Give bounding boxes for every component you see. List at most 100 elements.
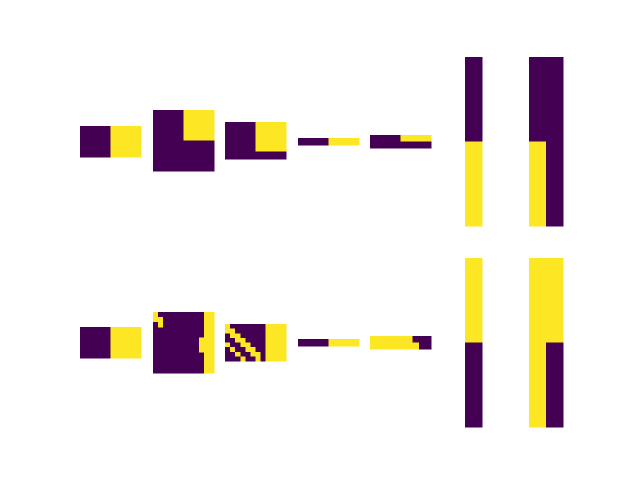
heatmap-cell [198, 337, 205, 343]
heatmap-cell [260, 333, 267, 339]
heatmap-cell [235, 356, 241, 362]
heatmap-cell [370, 135, 377, 142]
heatmap-cell [178, 312, 184, 318]
heatmap-cell [265, 337, 272, 343]
heatmap-cell [322, 141, 329, 146]
heatmap-cell [125, 126, 142, 158]
heatmap-cell [178, 342, 184, 348]
heatmap-cell [153, 312, 159, 318]
heatmap-cell [382, 336, 389, 340]
heatmap-cell [278, 125, 287, 130]
heatmap-cell [394, 342, 401, 347]
heatmap-cell [240, 125, 249, 130]
heatmap-cell [280, 351, 287, 357]
heatmap-cell [529, 141, 547, 227]
heatmap-cell [168, 342, 174, 348]
heatmap-cell [240, 333, 246, 339]
heatmap-cell [230, 324, 236, 329]
heatmap-cell [183, 322, 189, 328]
heatmap-cell [263, 129, 272, 134]
heatmap-cell [240, 144, 249, 149]
heatmap-cell [263, 151, 272, 156]
heatmap-cell [265, 324, 272, 329]
heatmap-cell [158, 332, 164, 338]
heatmap-cell [235, 324, 241, 329]
heatmap-cell [183, 367, 189, 374]
heatmap-cell [247, 122, 256, 127]
heatmap-cell [225, 155, 233, 160]
heatmap-cell [270, 328, 277, 334]
heatmap-cell [232, 140, 241, 145]
heatmap-cell [388, 141, 395, 149]
heatmap-cell [250, 333, 256, 339]
heatmap-cell [183, 332, 189, 338]
heatmap-cell [225, 136, 233, 141]
heatmap-cell [163, 367, 169, 374]
heatmap-cell [247, 144, 256, 149]
heatmap-cell [400, 141, 407, 149]
heatmap-cell [183, 337, 189, 343]
heatmap-panel-r2-c7 [529, 258, 564, 428]
heatmap-cell [247, 125, 256, 130]
heatmap-cell [203, 312, 210, 318]
heatmap-cell [270, 342, 277, 348]
heatmap-cell [208, 327, 215, 333]
heatmap-cell [412, 336, 420, 340]
heatmap-cell [188, 317, 195, 323]
heatmap-cell [255, 328, 261, 334]
heatmap-cell [240, 356, 246, 362]
heatmap-cell [153, 332, 159, 338]
heatmap-cell [225, 337, 231, 343]
heatmap-cell [225, 347, 231, 353]
heatmap-cell [173, 337, 179, 343]
heatmap-cell [240, 140, 249, 145]
heatmap-cell [245, 342, 251, 348]
heatmap-cell [247, 129, 256, 134]
heatmap-cell [406, 339, 414, 343]
heatmap-cell [346, 342, 354, 347]
heatmap-cell [178, 362, 184, 369]
heatmap-cell [278, 155, 287, 160]
heatmap-cell [250, 347, 256, 353]
heatmap-cell [183, 327, 189, 333]
heatmap-cell [95, 126, 111, 158]
heatmap-cell [529, 258, 547, 343]
heatmap-cell [424, 135, 432, 142]
heatmap-cell [173, 342, 179, 348]
heatmap-cell [240, 151, 249, 156]
heatmap-cell [270, 129, 279, 134]
heatmap-cell [250, 328, 256, 334]
heatmap-cell [412, 345, 420, 350]
heatmap-cell [412, 342, 420, 347]
heatmap-cell [240, 147, 249, 152]
heatmap-cell [225, 144, 233, 149]
heatmap-cell [178, 327, 184, 333]
heatmap-cell [298, 339, 305, 343]
heatmap-cell [208, 352, 215, 359]
heatmap-cell [265, 347, 272, 353]
heatmap-cell [158, 322, 164, 328]
heatmap-cell [80, 327, 96, 359]
heatmap-cell [388, 342, 395, 347]
heatmap-cell [265, 351, 272, 357]
heatmap-cell [193, 347, 200, 354]
heatmap-cell [232, 133, 241, 138]
heatmap-cell [255, 125, 264, 130]
heatmap-cell [178, 367, 184, 374]
heatmap-cell [188, 322, 195, 328]
heatmap-cell [240, 122, 249, 127]
heatmap-panel-r2-c6 [465, 258, 483, 428]
heatmap-cell [173, 317, 179, 323]
heatmap-cell [173, 347, 179, 354]
heatmap-cell [340, 342, 348, 347]
heatmap-cell [198, 342, 205, 348]
heatmap-cell [370, 339, 377, 343]
heatmap-cell [153, 327, 159, 333]
heatmap-cell [278, 136, 287, 141]
heatmap-cell [275, 324, 282, 329]
heatmap-cell [255, 147, 264, 152]
heatmap-cell [168, 337, 174, 343]
heatmap-cell [158, 362, 164, 369]
heatmap-cell [203, 332, 210, 338]
heatmap-cell [163, 352, 169, 359]
